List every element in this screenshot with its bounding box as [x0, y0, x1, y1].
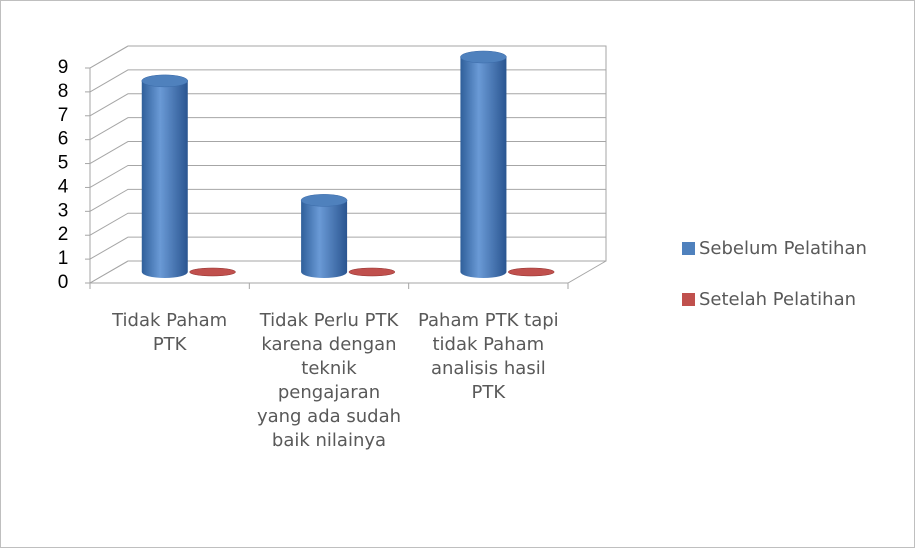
- bar: [348, 267, 396, 277]
- bar: [141, 74, 189, 278]
- label-line: Tidak Perlu PTK: [259, 310, 400, 331]
- label-line: tidak Paham: [432, 334, 544, 355]
- y-tick-label: 9: [58, 57, 69, 78]
- label-line: baik nilainya: [272, 430, 386, 451]
- x-tick-label: Paham PTK tapi tidak Paham analisis hasil P…: [418, 310, 559, 403]
- grid-line: [89, 260, 606, 284]
- y-tick-label: 0: [58, 272, 69, 293]
- label-line: karena dengan: [261, 334, 396, 355]
- y-tick-label: 1: [58, 248, 69, 269]
- y-tick-label: 6: [58, 129, 69, 150]
- y-tick-label: 7: [58, 105, 69, 126]
- grid-line: [89, 45, 606, 69]
- label-line: PTK: [153, 334, 188, 355]
- grid-line: [89, 117, 606, 141]
- bar-top: [300, 194, 348, 207]
- grid-line: [89, 69, 606, 93]
- legend-label: Sebelum Pelatihan: [699, 238, 867, 259]
- bar-body: [301, 200, 348, 278]
- grid-line: [89, 93, 606, 117]
- label-line: Tidak Paham: [111, 310, 227, 331]
- bar-top: [348, 267, 396, 277]
- bar: [460, 50, 507, 278]
- bar-top: [189, 267, 236, 277]
- grid-line: [89, 141, 606, 164]
- legend-swatch: [682, 242, 695, 255]
- x-tick-label: Tidak Paham PTK: [111, 310, 227, 355]
- bar-body: [460, 57, 507, 278]
- y-tick-label: 4: [58, 176, 69, 197]
- bar: [507, 267, 555, 277]
- y-tick-label: 3: [58, 200, 69, 221]
- bar: [300, 194, 348, 278]
- label-line: pengajaran: [278, 382, 380, 403]
- grid-line: [89, 212, 606, 236]
- y-tick-label: 2: [58, 224, 69, 245]
- bar: [189, 267, 236, 277]
- legend-swatch: [682, 293, 695, 306]
- legend-label: Setelah Pelatihan: [699, 289, 856, 310]
- grid-line: [89, 164, 606, 188]
- bar-top: [507, 267, 555, 277]
- bar-top: [460, 50, 507, 64]
- label-line: analisis hasil: [431, 358, 546, 379]
- label-line: yang ada sudah: [257, 406, 401, 427]
- label-line: Paham PTK tapi: [418, 310, 559, 331]
- y-tick-label: 5: [58, 153, 69, 174]
- grid-line: [89, 236, 606, 260]
- grid-line: [89, 188, 606, 212]
- label-line: teknik: [301, 358, 357, 379]
- x-tick-label: Tidak Perlu PTK karena dengan teknik pengaj…: [257, 310, 401, 451]
- label-line: PTK: [472, 382, 507, 403]
- y-tick-label: 8: [58, 81, 69, 102]
- bar-top: [141, 74, 189, 88]
- bar-body: [141, 80, 188, 278]
